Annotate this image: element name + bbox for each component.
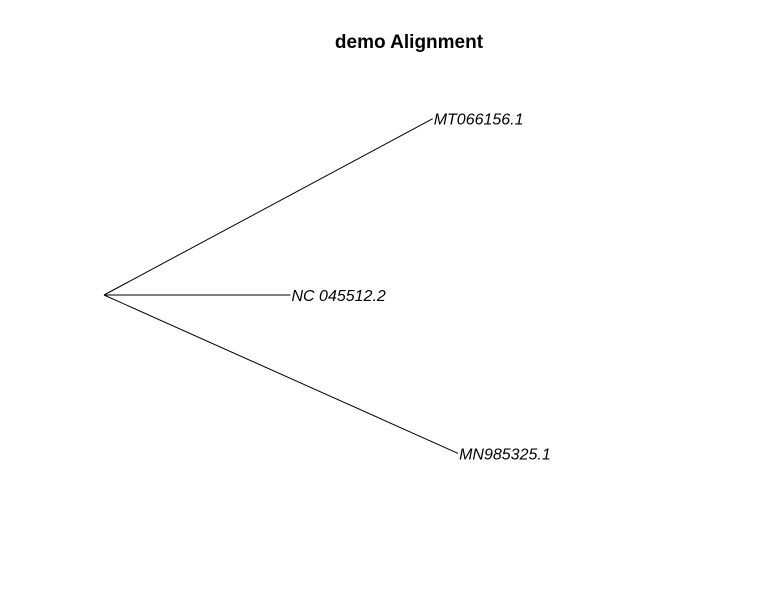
tip-label-nc045512: NC 045512.2 <box>292 288 386 305</box>
tree-title: demo Alignment <box>335 32 484 53</box>
tip-label-mt066156: MT066156.1 <box>434 112 524 129</box>
tip-label-mn985325: MN985325.1 <box>459 446 551 463</box>
tip-label-group: MT066156.1 NC 045512.2 MN985325.1 <box>292 112 551 464</box>
branch-mn985325 <box>103 294 459 454</box>
branch-mt066156 <box>103 118 433 296</box>
branch-group <box>103 118 459 454</box>
